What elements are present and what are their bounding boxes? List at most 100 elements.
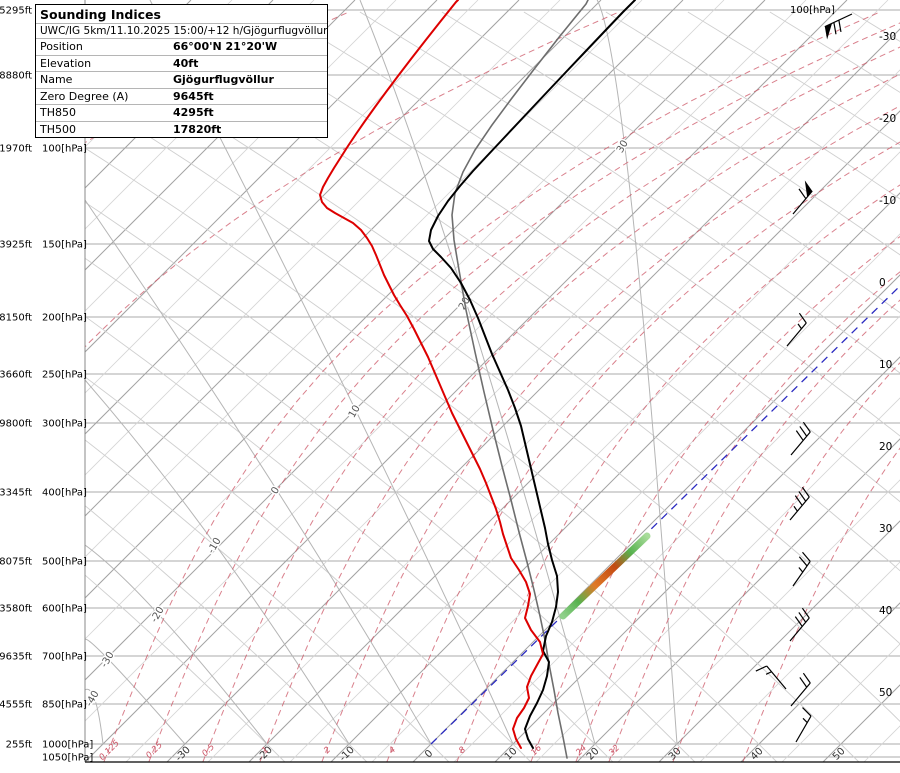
- isotherm-line: [658, 520, 900, 762]
- moist-adiabat-line: [85, 544, 268, 745]
- mixing-ratio-label: 0.5: [200, 742, 217, 759]
- dry-adiabat-line: [441, 11, 900, 314]
- info-row-value: 17820ft: [173, 122, 222, 136]
- barb-full-tick: [838, 20, 842, 33]
- temperature-curve: [428, 0, 636, 749]
- parcel-curve: [451, 0, 589, 759]
- dry-adiabat-line: [85, 376, 532, 762]
- altitude-label: 13580ft: [0, 604, 32, 615]
- barb-half-tick: [793, 505, 798, 512]
- isotherm-line: [166, 28, 900, 762]
- isotherm-line: [85, 0, 561, 476]
- mixing-ratio-label: 0.125: [97, 738, 121, 762]
- isotherm-line: [85, 0, 520, 435]
- barb-full-tick: [798, 491, 807, 502]
- barb-full-tick: [755, 665, 767, 672]
- isotherm-line: [125, 0, 889, 762]
- saturation-dashed-line: [259, 73, 900, 762]
- saturation-dashed-line: [672, 362, 900, 762]
- moist-adiabat-line: [85, 199, 432, 745]
- saturation-dashed-line: [202, 46, 900, 762]
- pressure-label: 150[hPa]: [42, 240, 87, 251]
- isotherm-line: [85, 0, 684, 599]
- dry-adiabat-line: [85, 315, 614, 762]
- barb-full-tick: [798, 612, 807, 623]
- info-row-value: Gjögurflugvöllur: [173, 73, 274, 86]
- wind-barb: [786, 312, 807, 347]
- info-row-th500: TH500 17820ft: [36, 122, 327, 138]
- temperature-axis-label-bottom: 0: [423, 748, 435, 760]
- altitude-label: 9635ft: [0, 652, 32, 663]
- wind-barb: [792, 180, 813, 215]
- isotherm-line: [85, 0, 725, 640]
- isotherm-line: [576, 438, 900, 762]
- model-run-label: UWC/IG 5km/11.10.2025 15:00/+12 h/Gjögur…: [36, 24, 327, 39]
- saturation-dashed-line: [148, 22, 900, 762]
- temperature-axis-label-right: 10: [879, 359, 892, 371]
- mixing-ratio-label: 4: [387, 745, 398, 756]
- dry-adiabat-line: [85, 147, 860, 762]
- freezing-level-line: [430, 285, 900, 745]
- pressure-label: 250[hPa]: [42, 370, 87, 381]
- pressure-label: 500[hPa]: [42, 557, 87, 568]
- pressure-label: 700[hPa]: [42, 652, 87, 663]
- isotherm-line: [289, 151, 900, 762]
- altitude-label: 29800ft: [0, 419, 32, 430]
- dewpoint-curve: [319, 0, 544, 749]
- info-row-label: TH500: [40, 122, 76, 136]
- temperature-axis-label-right: 0: [879, 277, 886, 289]
- barb-full-tick: [833, 22, 837, 35]
- barb-half-tick: [797, 323, 802, 330]
- top-right-pressure-label: 100[hPa]: [790, 5, 835, 16]
- dry-adiabat-line: [523, 11, 900, 256]
- wind-barb: [789, 486, 810, 521]
- altitude-label: 255ft: [6, 740, 32, 751]
- dry-adiabat-line: [687, 11, 900, 146]
- pressure-label: 300[hPa]: [42, 419, 87, 430]
- temperature-axis-label-right: -20: [879, 113, 896, 125]
- moist-adiabat-line: [585, 0, 678, 745]
- pressure-label: 200[hPa]: [42, 313, 87, 324]
- panel-title: Sounding Indices: [36, 5, 327, 24]
- isotherm-line: [617, 479, 900, 762]
- info-row-value: 4295ft: [173, 106, 214, 119]
- barb-half-tick: [765, 671, 772, 675]
- sounding-indices-panel: Sounding Indices UWC/IG 5km/11.10.2025 1…: [35, 4, 328, 138]
- isotherm-line: [699, 561, 900, 762]
- barb-full-tick: [802, 551, 811, 562]
- info-row-label: Name: [40, 73, 73, 86]
- saturation-dashed-line: [103, 11, 881, 762]
- info-row-label: Position: [40, 40, 83, 53]
- pressure-label: 100[hPa]: [42, 144, 87, 155]
- moist-adiabat-line: [85, 638, 186, 745]
- barb-half-tick: [798, 567, 804, 573]
- altitude-label: 33660ft: [0, 370, 32, 381]
- mixing-ratio-label: 32: [607, 743, 622, 758]
- barb-half-tick: [802, 717, 808, 723]
- pressure-label: 1050[hPa]: [42, 753, 93, 764]
- pressure-label: 400[hPa]: [42, 488, 87, 499]
- info-row-label: Elevation: [40, 56, 92, 70]
- barb-full-tick: [801, 486, 810, 498]
- info-row-value: 9645ft: [173, 89, 214, 103]
- pressure-label: 850[hPa]: [42, 700, 87, 711]
- barb-full-tick: [798, 188, 807, 200]
- temperature-axis-label-right: 20: [879, 441, 892, 453]
- isotherm-line: [85, 0, 807, 722]
- saturation-dashed-line: [530, 235, 900, 762]
- barb-full-tick: [802, 707, 812, 717]
- barb-pennant: [804, 180, 813, 198]
- wind-barb: [790, 672, 811, 707]
- dry-adiabat-line: [85, 439, 450, 762]
- saturation-dashed-line: [386, 141, 900, 762]
- isotherm-line: [740, 602, 900, 762]
- isotherm-line: [371, 233, 900, 762]
- dry-adiabat-line: [359, 11, 900, 374]
- barb-full-tick: [795, 430, 804, 441]
- altitude-label: 65295ft: [0, 6, 32, 17]
- saturation-dashed-line: [85, 11, 620, 348]
- wind-barb: [792, 551, 811, 587]
- isotherm-line: [535, 397, 900, 762]
